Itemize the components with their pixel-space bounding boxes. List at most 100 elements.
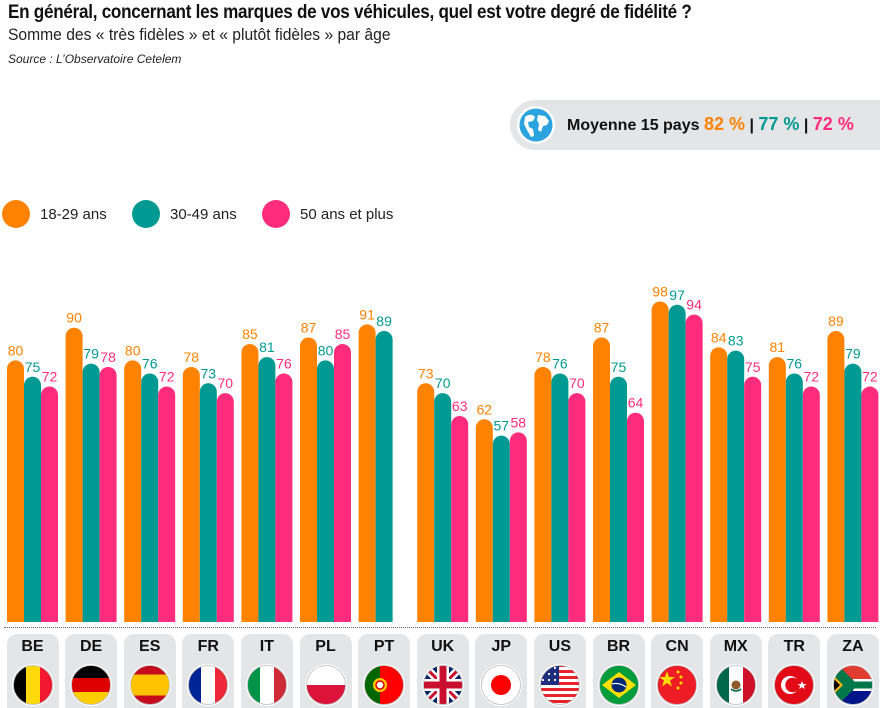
country-tab-pl: PL (299, 634, 352, 708)
bar-fr-series-1 (199, 383, 217, 622)
bar-br-series-2 (627, 412, 644, 622)
bar-jp-series-2 (509, 432, 527, 622)
tick-label: FR (197, 638, 219, 655)
data-label: 89 (828, 313, 844, 329)
chart-subtitle: Somme des « très fidèles » et « plutôt f… (8, 25, 391, 44)
data-label: 79 (845, 346, 861, 362)
data-label: 75 (611, 359, 627, 375)
bar-us-series-0 (534, 366, 552, 622)
belgium-flag-icon (11, 664, 54, 706)
tick-label: BR (606, 638, 631, 655)
data-label: 76 (276, 355, 292, 371)
bar-br-series-0 (593, 337, 610, 622)
data-label: 87 (594, 320, 610, 336)
data-label: 87 (301, 320, 317, 336)
south-africa-flag-icon (831, 664, 874, 706)
data-label: 89 (376, 313, 392, 329)
country-tab-br: BR (592, 634, 645, 708)
bar-de-series-2 (99, 366, 117, 622)
country-tab-jp: JP (475, 634, 528, 708)
data-label: 72 (42, 369, 58, 385)
average-badge: Moyenne 15 pays 82 % | 77 % | 72 % (510, 100, 880, 150)
country-tab-tr: TR (768, 634, 821, 708)
bar-pl-series-2 (334, 344, 351, 622)
country-tab-be: BE (6, 634, 59, 708)
bar-us-series-1 (551, 373, 569, 622)
bar-br-series-1 (610, 376, 627, 622)
data-label: 91 (359, 306, 375, 322)
data-label: 81 (770, 339, 786, 355)
bar-be-series-0 (7, 360, 24, 622)
bar-tr-series-0 (768, 357, 786, 622)
country-tab-cn: CN (651, 634, 704, 708)
legend-item-50-plus: 50 ans et plus (262, 200, 393, 228)
tick-label: UK (431, 638, 455, 655)
data-label: 76 (142, 355, 158, 371)
average-separator: | (749, 117, 754, 134)
tick-label: JP (491, 638, 512, 655)
bar-es-series-0 (124, 360, 142, 622)
data-label: 70 (569, 375, 585, 391)
data-label: 90 (66, 310, 82, 326)
data-label: 73 (201, 365, 217, 381)
bar-de-series-0 (65, 327, 83, 622)
china-flag-icon (656, 664, 699, 706)
average-value-18-29: 82 % (703, 114, 745, 134)
data-label: 85 (242, 326, 258, 342)
bar-it-series-0 (241, 344, 259, 622)
bar-pt-series-1 (375, 330, 393, 622)
data-label: 63 (452, 398, 468, 414)
brazil-flag-icon (597, 664, 640, 706)
data-label: 79 (83, 346, 99, 362)
average-value-50-plus: 72 % (812, 114, 854, 134)
data-label: 81 (259, 339, 275, 355)
poland-flag-icon (304, 664, 347, 706)
country-tab-fr: FR (182, 634, 235, 708)
usa-flag-icon (538, 664, 581, 706)
tick-label: BE (21, 638, 44, 655)
bar-cn-series-1 (668, 304, 686, 622)
data-label: 62 (477, 401, 493, 417)
data-label: 97 (669, 287, 685, 303)
bar-es-series-1 (141, 373, 159, 622)
bar-fr-series-2 (216, 393, 234, 622)
data-label: 64 (628, 395, 644, 411)
country-tab-us: US (533, 634, 586, 708)
bar-us-series-2 (568, 393, 586, 622)
data-label: 80 (8, 342, 24, 358)
data-label: 98 (652, 284, 668, 300)
country-tab-pt: PT (358, 634, 411, 708)
bar-cn-series-0 (651, 301, 669, 622)
bar-group-de: 90 79 78 (65, 310, 117, 622)
data-label: 72 (159, 369, 175, 385)
italy-flag-icon (245, 664, 288, 706)
data-label: 84 (711, 329, 727, 345)
tick-label: US (548, 638, 571, 655)
data-label: 57 (494, 418, 510, 434)
bar-tr-series-1 (785, 373, 803, 622)
baseline-divider (4, 627, 876, 628)
data-label: 78 (100, 349, 116, 365)
data-label: 78 (535, 349, 551, 365)
bar-jp-series-1 (492, 435, 510, 622)
tick-label: PL (315, 638, 336, 655)
bar-be-series-2 (41, 386, 58, 622)
data-label: 85 (335, 326, 351, 342)
data-label: 83 (728, 333, 744, 349)
data-label: 80 (125, 342, 141, 358)
portugal-flag-icon (363, 664, 406, 706)
data-label: 70 (218, 375, 234, 391)
bar-it-series-2 (275, 373, 293, 622)
data-label: 80 (318, 342, 334, 358)
legend-label: 50 ans et plus (300, 205, 394, 223)
spain-flag-icon (128, 664, 171, 706)
country-tab-uk: UK (416, 634, 469, 708)
data-label: 58 (511, 414, 527, 430)
data-label: 72 (862, 369, 878, 385)
